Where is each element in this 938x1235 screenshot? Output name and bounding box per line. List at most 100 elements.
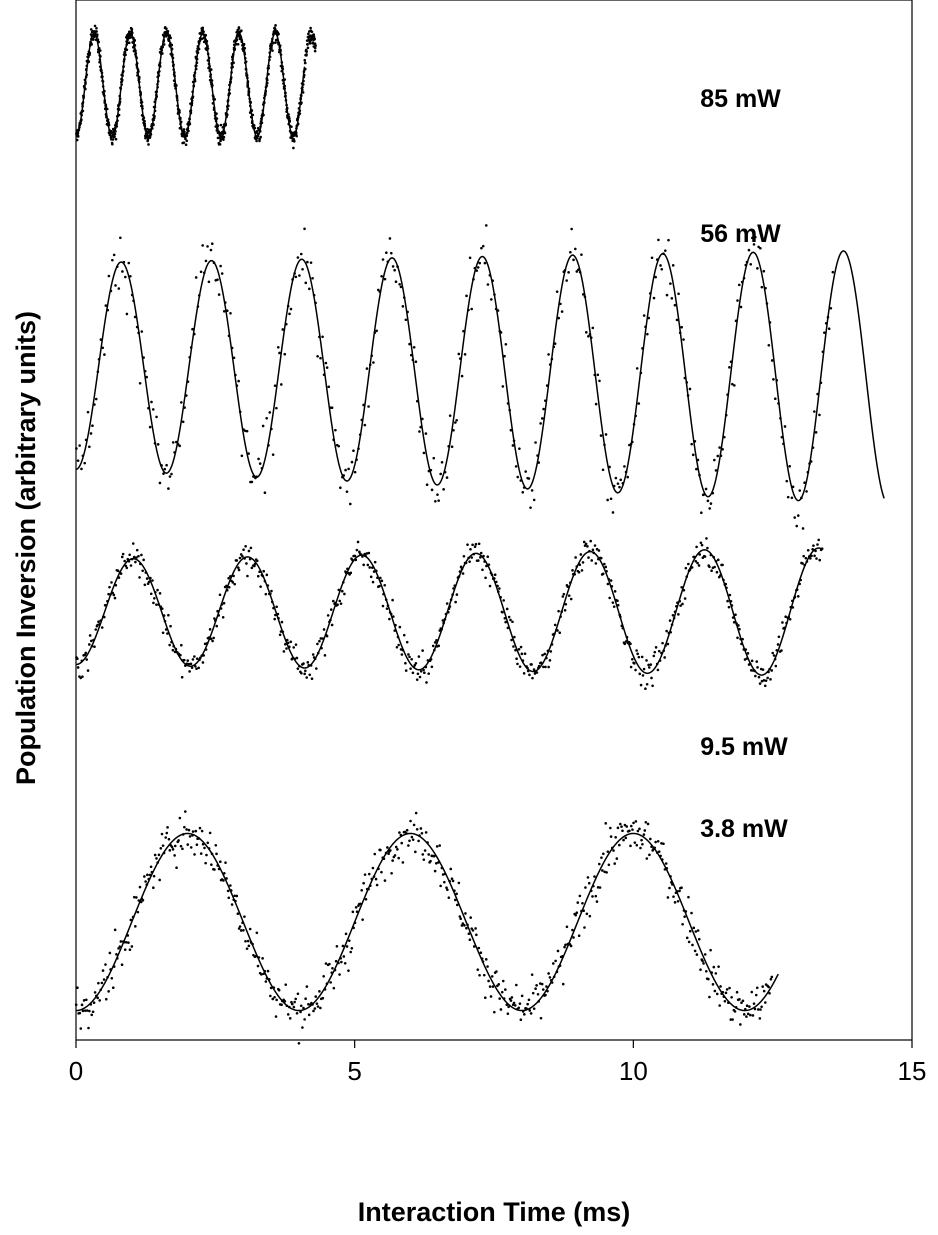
- data-point: [402, 633, 406, 637]
- data-point: [623, 465, 626, 468]
- data-point: [128, 948, 132, 952]
- data-point: [87, 1026, 90, 1030]
- data-point: [604, 433, 608, 436]
- data-point: [226, 889, 230, 893]
- data-point: [433, 641, 437, 644]
- data-point: [731, 1018, 734, 1021]
- data-point: [564, 943, 567, 947]
- data-point: [257, 457, 260, 461]
- data-point: [222, 601, 226, 605]
- data-point: [95, 30, 98, 33]
- data-point: [179, 844, 183, 848]
- data-point: [749, 262, 753, 266]
- data-point: [208, 628, 212, 631]
- data-point: [486, 555, 490, 559]
- data-point: [668, 619, 672, 622]
- data-point: [311, 276, 314, 280]
- data-point: [88, 1009, 91, 1013]
- data-point: [224, 861, 227, 864]
- data-point: [101, 346, 105, 350]
- data-point: [243, 915, 246, 918]
- data-point: [479, 556, 482, 559]
- data-point: [339, 486, 342, 490]
- data-point: [762, 989, 766, 993]
- data-point: [292, 140, 296, 143]
- data-point: [288, 1017, 292, 1020]
- data-point: [256, 964, 260, 968]
- data-point: [398, 625, 402, 629]
- data-point: [535, 984, 538, 987]
- data-point: [695, 953, 699, 956]
- data-point: [240, 454, 244, 458]
- data-point: [622, 838, 625, 842]
- data-point: [258, 137, 261, 141]
- data-point: [434, 862, 438, 865]
- data-point: [313, 37, 316, 41]
- data-point: [259, 135, 262, 139]
- data-point: [581, 901, 584, 905]
- data-point: [140, 553, 143, 557]
- data-point: [577, 934, 581, 938]
- data-point: [561, 982, 565, 986]
- data-point: [737, 283, 741, 287]
- data-point: [688, 387, 692, 391]
- series-label-1: 56 mW: [700, 220, 781, 248]
- data-point: [364, 898, 368, 901]
- data-point: [130, 27, 134, 31]
- data-point: [213, 617, 216, 620]
- data-point: [556, 949, 560, 953]
- data-point: [240, 29, 243, 32]
- data-point: [282, 650, 286, 653]
- data-point: [416, 672, 420, 676]
- data-point: [114, 137, 118, 141]
- data-point: [424, 432, 428, 435]
- data-point: [756, 267, 759, 270]
- data-point: [372, 361, 375, 364]
- data-point: [134, 560, 137, 564]
- data-point: [395, 645, 399, 649]
- data-point: [802, 554, 805, 558]
- plot-area: [75, 0, 913, 1041]
- data-point: [130, 945, 134, 948]
- data-point: [350, 947, 354, 950]
- data-point: [119, 572, 123, 575]
- data-point: [89, 639, 93, 643]
- data-point: [360, 889, 364, 892]
- data-point: [468, 560, 471, 563]
- data-point: [256, 574, 260, 578]
- data-point: [367, 872, 371, 876]
- data-point: [125, 940, 128, 944]
- data-point: [440, 460, 444, 464]
- data-point: [521, 491, 525, 494]
- data-point: [322, 628, 326, 631]
- data-point: [303, 61, 307, 65]
- data-point: [454, 600, 457, 604]
- data-point: [515, 983, 518, 987]
- data-point: [291, 1002, 294, 1006]
- data-point: [565, 279, 568, 282]
- data-point: [182, 658, 186, 662]
- data-point: [498, 997, 501, 1000]
- data-point: [660, 842, 663, 845]
- data-point: [528, 1009, 532, 1012]
- data-point: [217, 293, 221, 296]
- data-point: [142, 558, 145, 562]
- data-point: [340, 960, 343, 964]
- data-point: [530, 663, 533, 666]
- data-point: [400, 653, 404, 656]
- data-point: [401, 861, 405, 864]
- data-point: [289, 307, 293, 311]
- data-point: [746, 652, 750, 655]
- data-point: [574, 913, 578, 917]
- data-point: [123, 948, 127, 951]
- data-point: [100, 981, 104, 985]
- data-point: [577, 571, 581, 574]
- data-point: [728, 986, 731, 990]
- data-point: [292, 1005, 296, 1009]
- data-point: [391, 859, 394, 862]
- data-point: [637, 402, 641, 405]
- data-point: [239, 929, 243, 932]
- data-point: [505, 607, 509, 611]
- data-point: [657, 850, 661, 853]
- data-point: [97, 981, 100, 985]
